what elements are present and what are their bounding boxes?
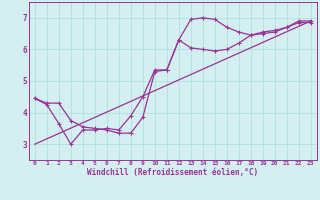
X-axis label: Windchill (Refroidissement éolien,°C): Windchill (Refroidissement éolien,°C) [87, 168, 258, 177]
